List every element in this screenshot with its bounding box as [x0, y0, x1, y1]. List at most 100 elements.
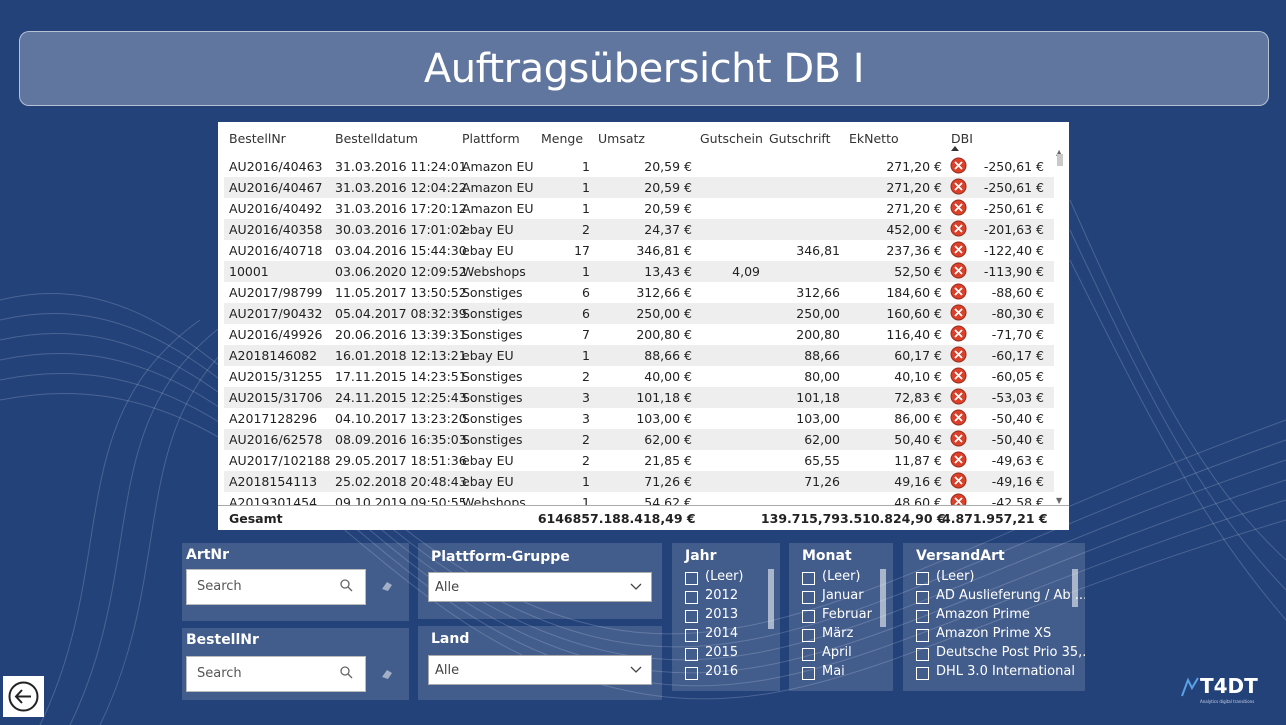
cell-plattform: ebay EU	[462, 474, 514, 489]
option-label: 2014	[705, 626, 739, 641]
checkbox[interactable]	[685, 648, 698, 661]
checkbox[interactable]	[685, 572, 698, 585]
checkbox[interactable]	[802, 667, 815, 680]
cell-gutschrift: 65,55	[804, 453, 840, 468]
cell-nr: 10001	[229, 264, 269, 279]
jahr-list: (Leer) 2012 2013 2014 2015 2016	[685, 569, 770, 689]
cell-gutschrift: 200,80	[796, 327, 840, 342]
table-row[interactable]: AU2015/31706 24.11.2015 12:25:43 Sonstiges…	[224, 387, 1054, 408]
checkbox[interactable]	[802, 610, 815, 623]
cell-menge: 2	[582, 222, 590, 237]
table-row[interactable]: AU2017/90432 05.04.2017 08:32:39 Sonstiges…	[224, 303, 1054, 324]
checkbox[interactable]	[685, 629, 698, 642]
totals-gutschrift: 139.715,79	[760, 511, 840, 526]
checkbox[interactable]	[802, 572, 815, 585]
cell-plattform: ebay EU	[462, 222, 514, 237]
table-row[interactable]: AU2016/49926 20.06.2016 13:39:31 Sonstiges…	[224, 324, 1054, 345]
error-icon	[950, 430, 967, 447]
table-row[interactable]: AU2017/102188 29.05.2017 18:51:36 ebay EU 2…	[224, 450, 1054, 471]
error-icon	[950, 409, 967, 426]
checkbox[interactable]	[685, 591, 698, 604]
col-header-gutschein[interactable]: Gutschein	[700, 131, 763, 146]
col-header-menge[interactable]: Menge	[541, 131, 584, 146]
cell-nr: AU2017/90432	[229, 306, 323, 321]
table-row[interactable]: A2018146082 16.01.2018 12:13:21 ebay EU 1 88…	[224, 345, 1054, 366]
jahr-scrollbar[interactable]	[768, 569, 774, 629]
back-button[interactable]	[3, 676, 44, 717]
cell-eknetto: 271,20 €	[886, 201, 942, 216]
scroll-down-icon[interactable]: ▼	[1056, 496, 1063, 505]
checkbox[interactable]	[916, 629, 929, 642]
cell-plattform: Sonstiges	[462, 369, 523, 384]
scroll-up-icon[interactable]: ▲	[1056, 148, 1063, 157]
cell-menge: 2	[582, 369, 590, 384]
error-icon	[950, 367, 967, 384]
col-header-bestelldatum[interactable]: Bestelldatum	[335, 131, 418, 146]
cell-menge: 6	[582, 306, 590, 321]
chevron-down-icon	[630, 666, 642, 673]
checkbox[interactable]	[685, 610, 698, 623]
cell-plattform: Sonstiges	[462, 327, 523, 342]
table-row[interactable]: AU2017/98799 11.05.2017 13:50:52 Sonstiges…	[224, 282, 1054, 303]
checkbox[interactable]	[802, 629, 815, 642]
versandart-scrollbar[interactable]	[1072, 569, 1078, 607]
col-header-dbi[interactable]: DBI	[951, 131, 973, 146]
cell-datum: 17.11.2015 14:23:51	[335, 369, 467, 384]
table-row[interactable]: AU2016/40492 31.03.2016 17:20:12 Amazon EU…	[224, 198, 1054, 219]
plattform-gruppe-dropdown[interactable]: Alle	[428, 572, 652, 602]
table-scrollbar[interactable]: ▲ ▼	[1055, 148, 1067, 508]
table-row[interactable]: AU2016/40467 31.03.2016 12:04:22 Amazon EU…	[224, 177, 1054, 198]
checkbox[interactable]	[685, 667, 698, 680]
versandart-title: VersandArt	[916, 548, 1005, 564]
table-row[interactable]: AU2016/62578 08.09.2016 16:35:03 Sonstiges…	[224, 429, 1054, 450]
cell-eknetto: 52,50 €	[894, 264, 942, 279]
cell-gutschrift: 101,18	[796, 390, 840, 405]
option-label: (Leer)	[936, 569, 975, 584]
checkbox[interactable]	[916, 591, 929, 604]
land-dropdown[interactable]: Alle	[428, 655, 652, 685]
cell-menge: 2	[582, 432, 590, 447]
error-icon	[950, 283, 967, 300]
cell-plattform: Sonstiges	[462, 432, 523, 447]
table-row[interactable]: 10001 03.06.2020 12:09:52 Webshops 1 13,43 €…	[224, 261, 1054, 282]
artnr-search-input[interactable]: Search	[186, 569, 366, 605]
col-header-eknetto[interactable]: EkNetto	[849, 131, 899, 146]
versandart-list: (Leer) AD Auslieferung / Ab ... Amazon Pri…	[916, 569, 1085, 689]
sort-desc-icon[interactable]	[951, 146, 959, 151]
table-row[interactable]: AU2016/40358 30.03.2016 17:01:02 ebay EU 2 2…	[224, 219, 1054, 240]
cell-datum: 09.10.2019 09:50:55	[335, 495, 467, 505]
table-row[interactable]: AU2016/40463 31.03.2016 11:24:01 Amazon EU…	[224, 156, 1054, 177]
cell-eknetto: 60,17 €	[894, 348, 942, 363]
checkbox[interactable]	[916, 572, 929, 585]
col-header-gutschrift[interactable]: Gutschrift	[769, 131, 831, 146]
cell-dbi: -88,60 €	[991, 285, 1044, 300]
cell-datum: 31.03.2016 17:20:12	[335, 201, 467, 216]
eraser-icon[interactable]	[380, 580, 394, 592]
table-row[interactable]: AU2016/40718 03.04.2016 15:44:30 ebay EU 17…	[224, 240, 1054, 261]
cell-nr: AU2016/40358	[229, 222, 323, 237]
table-row[interactable]: A2018154113 25.02.2018 20:48:43 ebay EU 1 71…	[224, 471, 1054, 492]
col-header-umsatz[interactable]: Umsatz	[598, 131, 645, 146]
checkbox[interactable]	[802, 648, 815, 661]
option-label: Januar	[822, 588, 864, 603]
bestellnr-search-input[interactable]: Search	[186, 656, 366, 692]
cell-datum: 29.05.2017 18:51:36	[335, 453, 467, 468]
cell-menge: 1	[582, 264, 590, 279]
table-header: BestellNr Bestelldatum Plattform Menge U…	[218, 122, 1069, 154]
checkbox[interactable]	[916, 667, 929, 680]
cell-gutschrift: 88,66	[804, 348, 840, 363]
checkbox[interactable]	[802, 591, 815, 604]
monat-scrollbar[interactable]	[880, 569, 886, 627]
table-row[interactable]: A2017128296 04.10.2017 13:23:20 Sonstiges 3…	[224, 408, 1054, 429]
table-row[interactable]: AU2015/31255 17.11.2015 14:23:51 Sonstiges…	[224, 366, 1054, 387]
col-header-bestellnr[interactable]: BestellNr	[229, 131, 286, 146]
eraser-icon[interactable]	[380, 668, 394, 680]
checkbox[interactable]	[916, 610, 929, 623]
col-header-plattform[interactable]: Plattform	[462, 131, 520, 146]
cell-plattform: Sonstiges	[462, 390, 523, 405]
cell-plattform: ebay EU	[462, 348, 514, 363]
option-label: DHL 3.0 International	[936, 664, 1075, 679]
table-row[interactable]: A2019301454 09.10.2019 09:50:55 Webshops 1 5…	[224, 492, 1054, 505]
checkbox[interactable]	[916, 648, 929, 661]
scroll-thumb[interactable]	[1057, 154, 1063, 166]
